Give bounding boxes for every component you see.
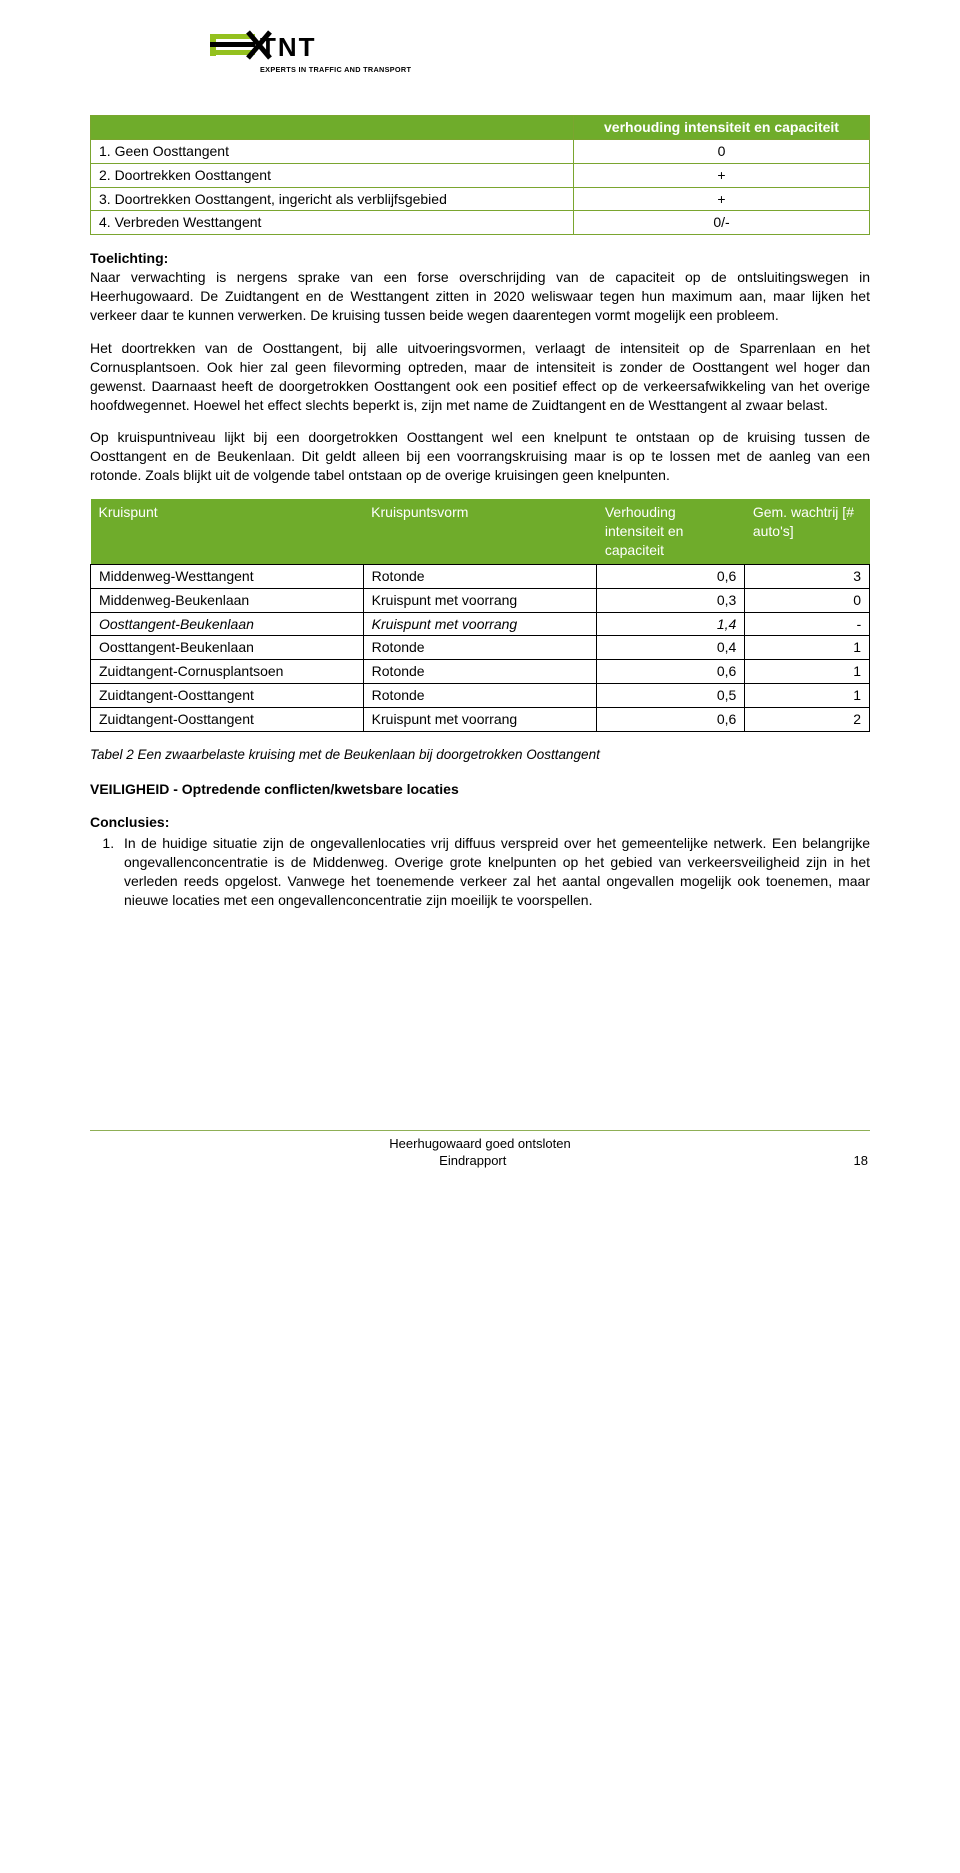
footer-page-number: 18	[854, 1152, 868, 1170]
t1-cell-value: +	[573, 163, 869, 187]
table-row: Middenweg-WesttangentRotonde0,63	[91, 564, 870, 588]
t1-cell-label: 4. Verbreden Westtangent	[91, 211, 574, 235]
t2-cell: 1,4	[597, 612, 745, 636]
t2-header: Gem. wachtrij [# auto's]	[745, 499, 870, 564]
t2-cell: 1	[745, 684, 870, 708]
table-row: Oosttangent-BeukenlaanKruispunt met voor…	[91, 612, 870, 636]
t2-cell: Zuidtangent-Cornusplantsoen	[91, 660, 364, 684]
t2-cell: Kruispunt met voorrang	[363, 612, 597, 636]
t2-cell: 0,4	[597, 636, 745, 660]
t1-cell-value: 0/-	[573, 211, 869, 235]
t2-cell: Rotonde	[363, 684, 597, 708]
t1-cell-label: 2. Doortrekken Oosttangent	[91, 163, 574, 187]
t2-cell: 0,5	[597, 684, 745, 708]
toelichting-label: Toelichting:	[90, 250, 168, 266]
t1-cell-value: +	[573, 187, 869, 211]
t1-cell-label: 3. Doortrekken Oosttangent, ingericht al…	[91, 187, 574, 211]
t1-cell-value: 0	[573, 139, 869, 163]
table-row: Zuidtangent-OosttangentRotonde0,51	[91, 684, 870, 708]
t2-cell: -	[745, 612, 870, 636]
t2-cell: Oosttangent-Beukenlaan	[91, 612, 364, 636]
t1-header-ratio: verhouding intensiteit en capaciteit	[573, 115, 869, 139]
t2-cell: Zuidtangent-Oosttangent	[91, 708, 364, 732]
section-heading-safety: VEILIGHEID - Optredende conflicten/kwets…	[90, 780, 870, 799]
table-row: Oosttangent-BeukenlaanRotonde0,41	[91, 636, 870, 660]
t2-cell: Oosttangent-Beukenlaan	[91, 636, 364, 660]
t2-cell: 0,6	[597, 660, 745, 684]
footer-line2-left: Eindrapport	[439, 1152, 506, 1170]
t2-header: Verhouding intensiteit en capaciteit	[597, 499, 745, 564]
t2-cell: Kruispunt met voorrang	[363, 588, 597, 612]
t2-cell: 3	[745, 564, 870, 588]
t2-cell: 0,3	[597, 588, 745, 612]
table-row: Zuidtangent-CornusplantsoenRotonde0,61	[91, 660, 870, 684]
page-footer: Heerhugowaard goed ontsloten Eindrapport…	[90, 1130, 870, 1170]
t2-cell: Middenweg-Westtangent	[91, 564, 364, 588]
t1-cell-label: 1. Geen Oosttangent	[91, 139, 574, 163]
para1-text: Naar verwachting is nergens sprake van e…	[90, 269, 870, 323]
conclusies-list: In de huidige situatie zijn de ongevalle…	[90, 834, 870, 910]
table-row: Zuidtangent-OosttangentKruispunt met voo…	[91, 708, 870, 732]
table-intensity-ratio: verhouding intensiteit en capaciteit 1. …	[90, 115, 870, 235]
t2-header: Kruispunt	[91, 499, 364, 564]
table-row: 3. Doortrekken Oosttangent, ingericht al…	[91, 187, 870, 211]
t2-cell: 0,6	[597, 708, 745, 732]
t2-cell: Zuidtangent-Oosttangent	[91, 684, 364, 708]
t2-cell: Kruispunt met voorrang	[363, 708, 597, 732]
t2-cell: Rotonde	[363, 636, 597, 660]
table-row: Middenweg-BeukenlaanKruispunt met voorra…	[91, 588, 870, 612]
footer-line1: Heerhugowaard goed ontsloten	[90, 1135, 870, 1153]
logo-tagline: EXPERTS IN TRAFFIC AND TRANSPORT	[260, 65, 411, 74]
logo-svg: TNT EXPERTS IN TRAFFIC AND TRANSPORT	[210, 30, 430, 80]
t2-header: Kruispuntsvorm	[363, 499, 597, 564]
t2-cell: 1	[745, 636, 870, 660]
table-junctions: KruispuntKruispuntsvormVerhouding intens…	[90, 499, 870, 732]
toelichting-para: Toelichting: Naar verwachting is nergens…	[90, 249, 870, 325]
t2-cell: Middenweg-Beukenlaan	[91, 588, 364, 612]
table2-caption: Tabel 2 Een zwaarbelaste kruising met de…	[90, 746, 870, 764]
t2-cell: 2	[745, 708, 870, 732]
footer-rule	[90, 1130, 870, 1131]
table-row: 2. Doortrekken Oosttangent+	[91, 163, 870, 187]
t2-cell: Rotonde	[363, 564, 597, 588]
t2-cell: Rotonde	[363, 660, 597, 684]
t2-cell: 1	[745, 660, 870, 684]
t2-cell: 0	[745, 588, 870, 612]
brand-logo: TNT EXPERTS IN TRAFFIC AND TRANSPORT	[210, 30, 870, 85]
para2: Het doortrekken van de Oosttangent, bij …	[90, 339, 870, 415]
t1-header-empty	[91, 115, 574, 139]
conclusies-label: Conclusies:	[90, 813, 870, 832]
para3: Op kruispuntniveau lijkt bij een doorget…	[90, 428, 870, 485]
table-row: 4. Verbreden Westtangent0/-	[91, 211, 870, 235]
t2-cell: 0,6	[597, 564, 745, 588]
list-item: In de huidige situatie zijn de ongevalle…	[118, 834, 870, 910]
table-row: 1. Geen Oosttangent0	[91, 139, 870, 163]
